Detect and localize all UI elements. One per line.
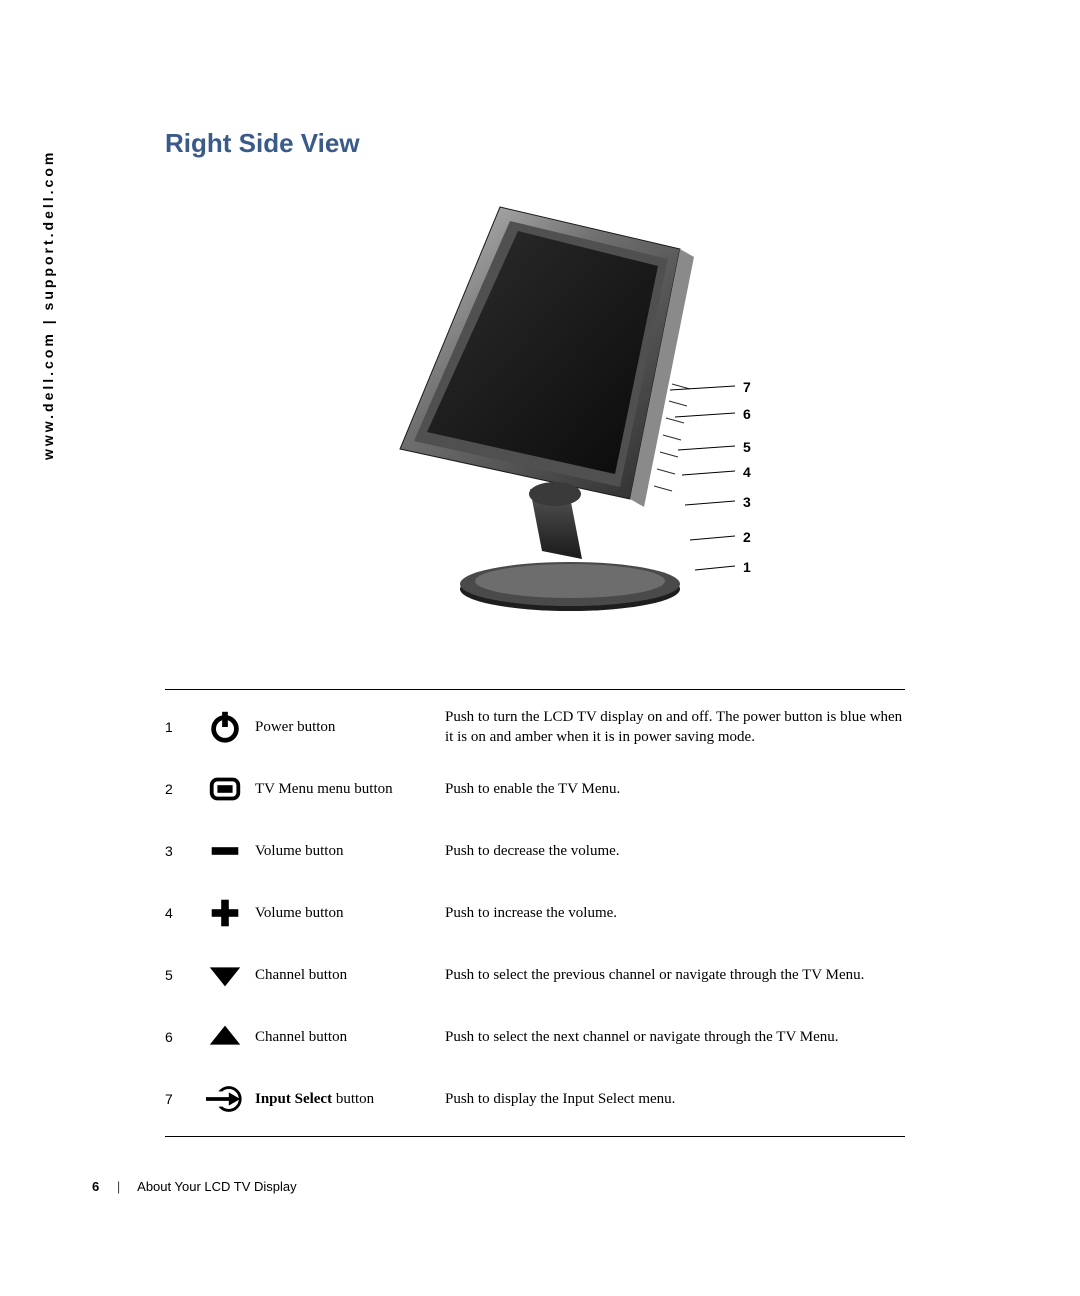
footer-section-title: About Your LCD TV Display	[137, 1179, 296, 1194]
legend-row-number: 4	[165, 905, 195, 921]
diagram-callout-6: 6	[743, 406, 751, 422]
legend-row-5: 5 Channel buttonPush to select the previo…	[165, 944, 905, 1006]
legend-row-name: Channel button	[255, 1029, 445, 1046]
legend-row-name: Power button	[255, 719, 445, 736]
diagram-callout-2: 2	[743, 529, 751, 545]
legend-row-description: Push to display the Input Select menu.	[445, 1089, 905, 1109]
legend-row-number: 6	[165, 1029, 195, 1045]
diagram-callout-3: 3	[743, 494, 751, 510]
legend-row-7: 7 Input Select buttonPush to display the …	[165, 1068, 905, 1130]
footer-separator: |	[117, 1179, 120, 1194]
legend-row-number: 3	[165, 843, 195, 859]
button-legend-table: 1 Power buttonPush to turn the LCD TV dis…	[165, 689, 905, 1137]
legend-row-number: 1	[165, 719, 195, 735]
page-footer: 6 | About Your LCD TV Display	[92, 1179, 297, 1194]
legend-row-description: Push to select the previous channel or n…	[445, 965, 905, 985]
menu-icon	[195, 770, 255, 808]
legend-row-name: TV Menu menu button	[255, 781, 445, 798]
legend-row-description: Push to decrease the volume.	[445, 841, 905, 861]
legend-row-description: Push to turn the LCD TV display on and o…	[445, 707, 905, 748]
legend-row-name: Channel button	[255, 967, 445, 984]
legend-row-4: 4 Volume buttonPush to increase the volum…	[165, 882, 905, 944]
diagram-callout-1: 1	[743, 559, 751, 575]
tv-diagram-svg	[300, 189, 770, 619]
legend-row-number: 5	[165, 967, 195, 983]
down-icon	[195, 956, 255, 994]
minus-icon	[195, 832, 255, 870]
right-side-view-figure: 7 6 5 4 3 2 1	[165, 189, 905, 649]
page-number: 6	[92, 1179, 99, 1194]
section-heading: Right Side View	[165, 128, 905, 159]
input-icon	[195, 1080, 255, 1118]
legend-row-6: 6 Channel buttonPush to select the next c…	[165, 1006, 905, 1068]
legend-row-number: 7	[165, 1091, 195, 1107]
diagram-callout-7: 7	[743, 379, 751, 395]
legend-row-3: 3 Volume buttonPush to decrease the volum…	[165, 820, 905, 882]
page-content: Right Side View	[165, 128, 905, 1137]
legend-row-number: 2	[165, 781, 195, 797]
up-icon	[195, 1018, 255, 1056]
legend-row-2: 2 TV Menu menu buttonPush to enable the T…	[165, 758, 905, 820]
legend-row-1: 1 Power buttonPush to turn the LCD TV dis…	[165, 696, 905, 758]
plus-icon	[195, 894, 255, 932]
power-icon	[195, 708, 255, 746]
legend-row-name: Volume button	[255, 905, 445, 922]
legend-row-description: Push to select the next channel or navig…	[445, 1027, 905, 1047]
legend-row-name: Input Select button	[255, 1091, 445, 1108]
diagram-callout-5: 5	[743, 439, 751, 455]
legend-row-description: Push to enable the TV Menu.	[445, 779, 905, 799]
legend-row-name: Volume button	[255, 843, 445, 860]
diagram-callout-4: 4	[743, 464, 751, 480]
legend-row-description: Push to increase the volume.	[445, 903, 905, 923]
sidebar-url-text: www.dell.com | support.dell.com	[40, 150, 56, 460]
